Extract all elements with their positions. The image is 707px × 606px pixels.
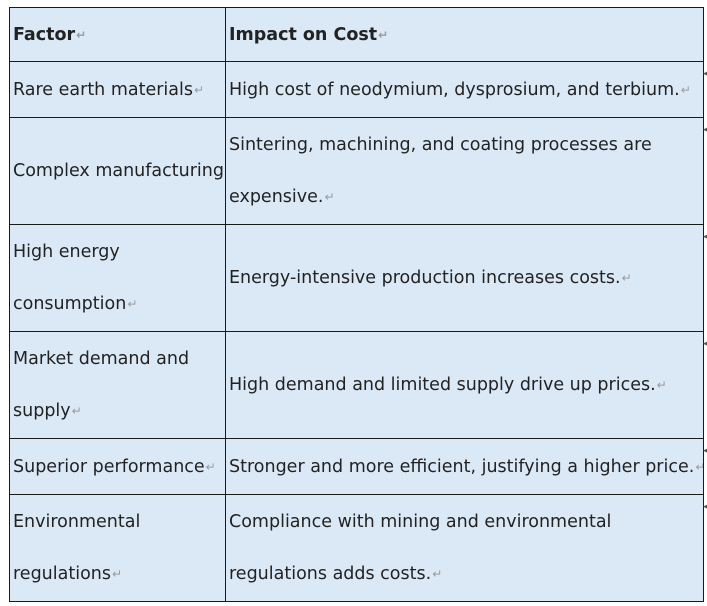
row-end-marker-icon: ◂ — [703, 232, 707, 242]
cost-factors-table: Factor↵ Impact on Cost↵ Rare earth mater… — [9, 7, 704, 602]
row-end-marker-icon: ◂ — [703, 339, 707, 349]
paragraph-mark-icon: ↵ — [76, 27, 87, 42]
factor-cell: Complex manufacturing — [9, 117, 226, 225]
paragraph-mark-icon: ↵ — [112, 567, 123, 581]
table-row: High energy consumption↵ Energy-intensiv… — [9, 224, 704, 332]
impact-cell: Stronger and more efficient, justifying … — [225, 438, 704, 495]
paragraph-mark-icon: ↵ — [621, 271, 632, 285]
table-row: Rare earth materials↵ High cost of neody… — [9, 61, 704, 118]
factor-cell: Rare earth materials↵ — [9, 61, 226, 118]
impact-cell: Compliance with mining and environmental… — [225, 494, 704, 602]
factor-cell: High energy consumption↵ — [9, 224, 226, 332]
paragraph-mark-icon: ↵ — [127, 297, 138, 311]
table-row: Environmental regulations↵ Compliance wi… — [9, 494, 704, 602]
paragraph-mark-icon: ↵ — [205, 459, 216, 474]
paragraph-mark-icon: ↵ — [656, 378, 667, 392]
paragraph-mark-icon: ↵ — [680, 82, 691, 97]
impact-cell: High cost of neodymium, dysprosium, and … — [225, 61, 704, 118]
header-impact: Impact on Cost↵ — [225, 7, 704, 62]
impact-cell: Energy-intensive production increases co… — [225, 224, 704, 332]
factor-cell: Superior performance↵ — [9, 438, 226, 495]
row-end-marker-icon: ◂ — [703, 502, 707, 512]
factor-cell: Environmental regulations↵ — [9, 494, 226, 602]
row-end-marker-icon: ◂ — [703, 446, 707, 456]
header-row: Factor↵ Impact on Cost↵ — [9, 7, 704, 62]
row-end-marker-icon: ◂ — [703, 69, 707, 79]
paragraph-mark-icon: ↵ — [324, 190, 335, 204]
paragraph-mark-icon: ↵ — [378, 27, 389, 42]
paragraph-mark-icon: ↵ — [194, 82, 205, 97]
factor-cell: Market demand and supply↵ — [9, 331, 226, 439]
table-row: Market demand and supply↵ High demand an… — [9, 331, 704, 439]
table-row: Superior performance↵ Stronger and more … — [9, 438, 704, 495]
impact-cell: Sintering, machining, and coating proces… — [225, 117, 704, 225]
table-row: Complex manufacturing Sintering, machini… — [9, 117, 704, 225]
paragraph-mark-icon: ↵ — [432, 567, 443, 581]
impact-cell: High demand and limited supply drive up … — [225, 331, 704, 439]
header-factor: Factor↵ — [9, 7, 226, 62]
row-end-marker-icon: ◂ — [703, 125, 707, 135]
paragraph-mark-icon: ↵ — [71, 404, 82, 418]
paragraph-mark-icon: ↵ — [695, 460, 702, 474]
